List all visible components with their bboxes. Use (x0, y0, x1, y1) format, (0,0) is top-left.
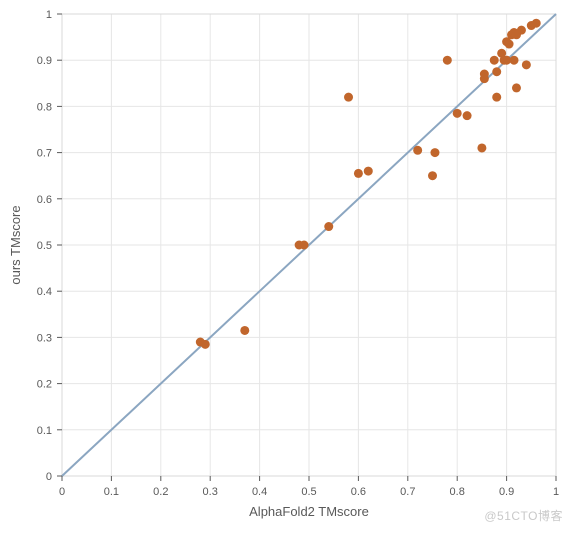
x-tick-label: 0.4 (252, 486, 267, 498)
y-tick-label: 0.1 (37, 425, 52, 437)
y-tick-label: 0.6 (37, 194, 52, 206)
data-point (505, 40, 514, 49)
data-point (463, 111, 472, 120)
watermark-text: @51CTO博客 (484, 507, 563, 524)
y-tick-label: 0.2 (37, 379, 52, 391)
x-tick-label: 0.3 (203, 486, 218, 498)
y-tick-label: 0.5 (37, 240, 52, 252)
data-point (344, 93, 353, 102)
x-axis-label: AlphaFold2 TMscore (249, 504, 369, 519)
y-tick-label: 0.3 (37, 332, 52, 344)
data-point (354, 169, 363, 178)
scatter-chart: 0 0.1 0.2 0.3 0.4 0.5 0.6 0.7 0.8 0.9 1 0 0.1 0.2 0.3 0… (0, 0, 571, 530)
y-tick-label: 0.4 (37, 286, 52, 298)
data-point (532, 19, 541, 28)
y-tick-label: 0.9 (37, 55, 52, 67)
data-point (201, 340, 210, 349)
data-point (512, 83, 521, 92)
x-tick-label: 0.8 (450, 486, 465, 498)
y-axis-label: ours TMscore (8, 205, 23, 284)
data-point (517, 26, 526, 35)
x-tick-label: 0.5 (301, 486, 316, 498)
x-tick-label: 0.7 (400, 486, 415, 498)
x-tick-label: 0 (59, 486, 65, 498)
x-tick-label: 1 (553, 486, 559, 498)
data-point (492, 93, 501, 102)
data-point (300, 241, 309, 250)
x-tick-label: 0.2 (153, 486, 168, 498)
data-point (492, 67, 501, 76)
data-point (453, 109, 462, 118)
data-point (364, 167, 373, 176)
data-point (477, 143, 486, 152)
data-point (490, 56, 499, 65)
data-point (480, 70, 489, 79)
data-point (510, 56, 519, 65)
data-point (428, 171, 437, 180)
y-tick-label: 0 (46, 471, 52, 483)
y-tick-label: 1 (46, 9, 52, 21)
data-point (443, 56, 452, 65)
x-tick-label: 0.6 (351, 486, 366, 498)
y-tick-label: 0.8 (37, 101, 52, 113)
x-tick-label: 0.1 (104, 486, 119, 498)
data-point (430, 148, 439, 157)
data-point (324, 222, 333, 231)
y-tick-label: 0.7 (37, 148, 52, 160)
data-point (413, 146, 422, 155)
x-tick-label: 0.9 (499, 486, 514, 498)
data-point (240, 326, 249, 335)
data-point (522, 60, 531, 69)
